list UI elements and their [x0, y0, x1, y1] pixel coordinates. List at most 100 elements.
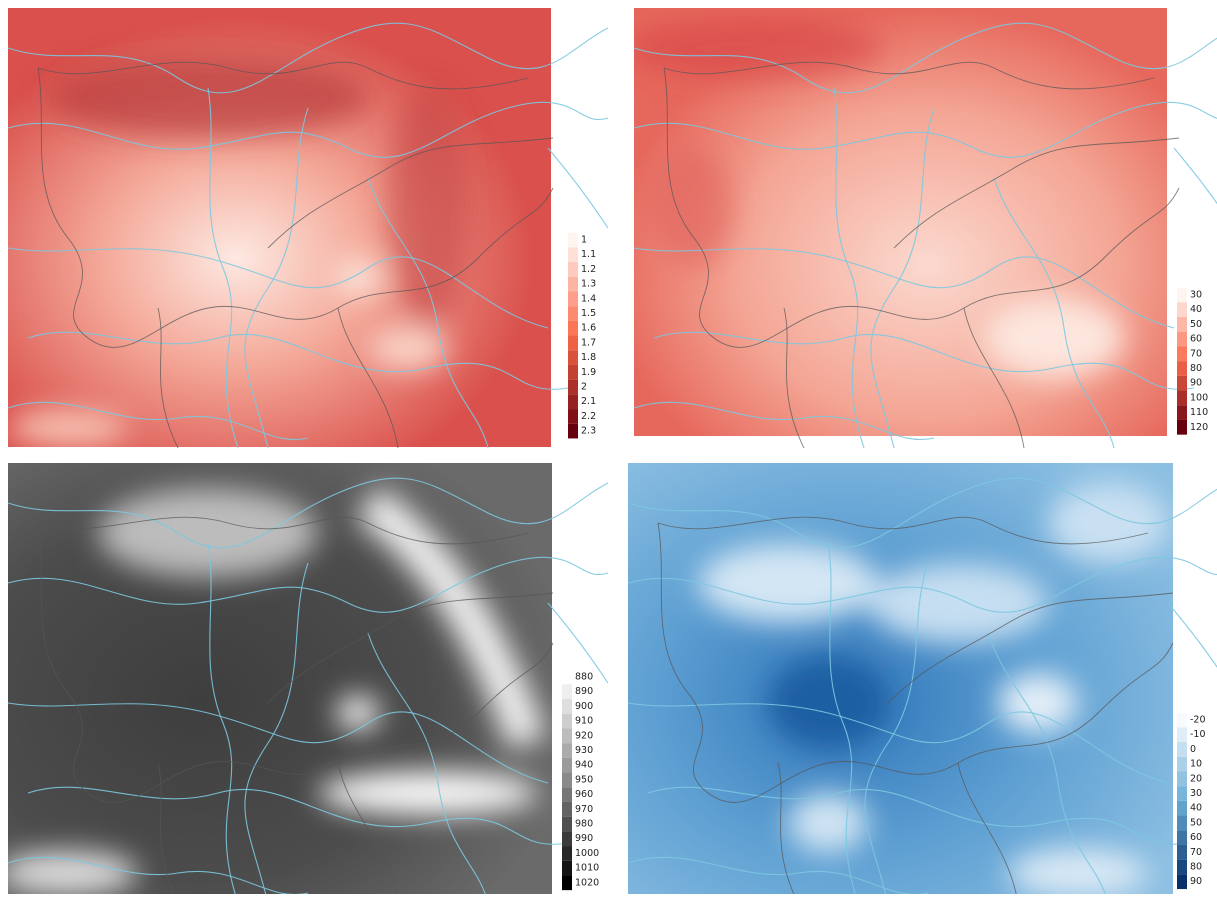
legend-label: -10 [1190, 729, 1206, 740]
legend-swatch [568, 394, 578, 409]
legend-label: 30 [1190, 290, 1202, 301]
legend-label: 1.9 [581, 367, 596, 378]
legend-swatch [1177, 757, 1187, 772]
legend-label: 1.6 [581, 323, 596, 334]
map-grid: 11.11.21.31.41.51.61.71.81.922.12.22.330… [0, 0, 1217, 894]
legend-swatch [562, 846, 572, 861]
legend-swatch [568, 233, 578, 248]
legend-swatch [1177, 713, 1187, 728]
legend-label: 20 [1190, 773, 1202, 784]
map-panel [628, 463, 1217, 894]
legend-label: 980 [575, 819, 593, 830]
legend-swatch [562, 773, 572, 788]
map-panel [0, 463, 608, 894]
legend-label: 40 [1190, 304, 1202, 315]
legend-swatch [1177, 391, 1187, 406]
legend-swatch [1177, 742, 1187, 757]
legend-swatch [568, 321, 578, 336]
legend-swatch [1177, 816, 1187, 831]
legend-label: 1.2 [581, 264, 596, 275]
legend-swatch [562, 875, 572, 890]
legend-label: 30 [1190, 788, 1202, 799]
legend-swatch [568, 277, 578, 292]
legend-swatch [562, 758, 572, 773]
legend-label: 900 [575, 701, 593, 712]
legend-label: 120 [1190, 422, 1208, 433]
legend-label: 80 [1190, 363, 1202, 374]
legend-swatch [1177, 405, 1187, 420]
legend-label: 930 [575, 745, 593, 756]
legend-label: 920 [575, 730, 593, 741]
legend-swatch [1177, 830, 1187, 845]
legend-swatch [1177, 845, 1187, 860]
legend-swatch [1177, 361, 1187, 376]
legend-label: 1.7 [581, 337, 596, 348]
legend-swatch [1177, 860, 1187, 875]
legend-swatch [562, 787, 572, 802]
legend-label: 1.1 [581, 249, 596, 260]
legend-label: 2.1 [581, 396, 596, 407]
legend-label: 110 [1190, 407, 1208, 418]
legend-label: 80 [1190, 862, 1202, 873]
legend-swatch [568, 247, 578, 262]
legend-swatch [568, 306, 578, 321]
legend-swatch [562, 684, 572, 699]
legend-swatch [562, 743, 572, 758]
legend-label: 10 [1190, 759, 1202, 770]
legend-label: 960 [575, 789, 593, 800]
legend-swatch [562, 670, 572, 685]
legend-label: 1020 [575, 877, 599, 888]
legend-label: 100 [1190, 392, 1208, 403]
legend-swatch [562, 699, 572, 714]
legend-label: 990 [575, 833, 593, 844]
legend-swatch [568, 409, 578, 424]
legend-label: 90 [1190, 378, 1202, 389]
legend-swatch [1177, 874, 1187, 889]
legend-label: 40 [1190, 803, 1202, 814]
legend-swatch [1177, 288, 1187, 303]
legend-label: 50 [1190, 319, 1202, 330]
legend-swatch [562, 728, 572, 743]
legend-label: -20 [1190, 715, 1206, 726]
legend-label: 1.5 [581, 308, 596, 319]
map-panel [624, 8, 1217, 448]
legend-label: 940 [575, 760, 593, 771]
legend-swatch [568, 336, 578, 351]
legend-label: 2.2 [581, 411, 596, 422]
legend-label: 1010 [575, 863, 599, 874]
legend-swatch [1177, 376, 1187, 391]
legend-swatch [1177, 317, 1187, 332]
legend-swatch [1177, 771, 1187, 786]
legend-swatch [562, 714, 572, 729]
page: {"panels": [ {"legend": [1, 1.1, 1.2, 1.… [0, 0, 1217, 894]
legend-label: 880 [575, 672, 593, 683]
legend-label: 1.3 [581, 279, 596, 290]
legend-swatch [1177, 420, 1187, 435]
legend-swatch [562, 861, 572, 876]
legend-swatch [1177, 332, 1187, 347]
legend-swatch [568, 350, 578, 365]
legend-label: 1 [581, 235, 587, 246]
legend-label: 70 [1190, 847, 1202, 858]
legend-label: 910 [575, 716, 593, 727]
legend-swatch [568, 424, 578, 439]
legend-label: 1000 [575, 848, 599, 859]
legend-swatch [568, 262, 578, 277]
legend-label: 60 [1190, 334, 1202, 345]
legend-swatch [1177, 302, 1187, 317]
legend-label: 50 [1190, 817, 1202, 828]
legend-swatch [562, 802, 572, 817]
legend-swatch [568, 365, 578, 380]
legend-swatch [568, 291, 578, 306]
legend-label: 890 [575, 686, 593, 697]
map-panel [8, 8, 608, 448]
legend-label: 90 [1190, 876, 1202, 887]
legend-label: 2 [581, 382, 587, 393]
legend-swatch [1177, 786, 1187, 801]
legend-swatch [1177, 727, 1187, 742]
legend-label: 70 [1190, 348, 1202, 359]
legend-label: 970 [575, 804, 593, 815]
legend-swatch [568, 380, 578, 395]
legend-label: 950 [575, 774, 593, 785]
legend-label: 60 [1190, 832, 1202, 843]
